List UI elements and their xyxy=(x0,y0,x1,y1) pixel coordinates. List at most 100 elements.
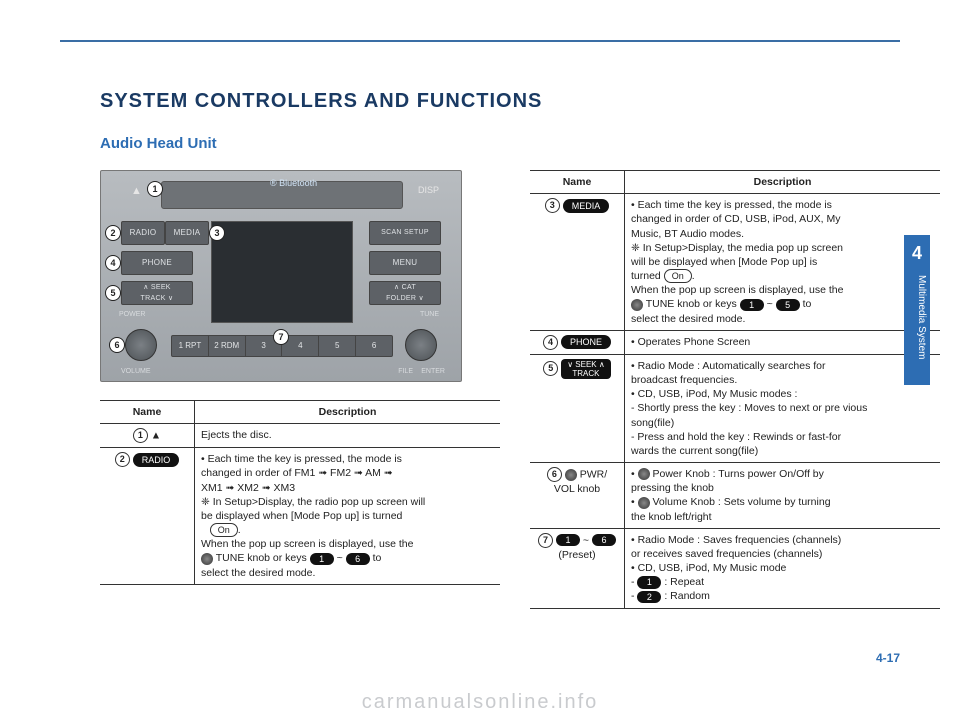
controls-table-right: Name Description 3 MEDIA • Each time the… xyxy=(530,170,940,609)
on-pill: On xyxy=(210,523,238,537)
cell-name: 2 RADIO xyxy=(100,448,195,584)
disp-label: DISP xyxy=(418,185,439,195)
page-subtitle: Audio Head Unit xyxy=(100,135,217,152)
desc-line: will be displayed when [Mode Pop up] is xyxy=(631,256,817,268)
cell-desc: • Radio Mode : Saves frequencies (channe… xyxy=(625,529,940,608)
controls-table-left: Name Description 1 ▲ Ejects the disc. 2 … xyxy=(100,400,500,585)
chapter-tab: 4 Multimedia System xyxy=(904,235,930,385)
tune-label: TUNE xyxy=(420,311,439,318)
row-num: 3 xyxy=(545,198,560,213)
cd-slot: ® Bluetooth xyxy=(161,181,403,209)
desc-line: • Each time the key is pressed, the mode… xyxy=(201,453,402,465)
page-title: SYSTEM CONTROLLERS AND FUNCTIONS xyxy=(100,90,542,113)
scan-setup-button: SCAN SETUP xyxy=(369,221,441,245)
callout-2: 2 xyxy=(105,225,121,241)
desc-line: : Random xyxy=(661,590,709,602)
display-screen xyxy=(211,221,353,323)
key-1: 1 xyxy=(740,299,764,311)
tune-knob-icon xyxy=(201,553,213,565)
desc-line: Music, BT Audio modes. xyxy=(631,228,744,240)
desc-line: Volume Knob : Sets volume by turning xyxy=(650,496,831,508)
desc-line: select the desired mode. xyxy=(631,313,745,325)
tilde: ~ xyxy=(583,534,592,546)
cell-desc: • Operates Phone Screen xyxy=(625,331,940,354)
key-6: 6 xyxy=(592,534,616,546)
desc-line: select the desired mode. xyxy=(201,567,315,579)
col-name: Name xyxy=(530,171,625,193)
desc-line: • Radio Mode : Automatically searches fo… xyxy=(631,360,826,372)
desc-line: be displayed when [Mode Pop up] is turne… xyxy=(201,510,402,522)
radio-pill: RADIO xyxy=(133,453,180,467)
cell-name: 7 1 ~ 6 (Preset) xyxy=(530,529,625,608)
power-volume-knob xyxy=(125,329,157,361)
callout-1: 1 xyxy=(147,181,163,197)
volume-knob-icon xyxy=(638,497,650,509)
pwr-knob-icon xyxy=(565,469,577,481)
desc-line: - Shortly press the key : Moves to next … xyxy=(631,402,867,414)
cell-name: 1 ▲ xyxy=(100,424,195,447)
manual-page: SYSTEM CONTROLLERS AND FUNCTIONS Audio H… xyxy=(60,40,900,660)
cat-label-1: ∧ CAT xyxy=(394,284,416,291)
row-num: 4 xyxy=(543,335,558,350)
table-row: 7 1 ~ 6 (Preset) • Radio Mode : Saves fr… xyxy=(530,529,940,609)
tilde: ~ xyxy=(767,298,776,310)
cat-folder-button: ∧ CAT FOLDER ∨ xyxy=(369,281,441,305)
desc-line: When the pop up screen is displayed, use… xyxy=(201,538,413,550)
page-number: 4-17 xyxy=(876,651,900,665)
track-line: TRACK xyxy=(572,369,599,378)
seek-label-2: TRACK ∨ xyxy=(141,295,174,302)
preset-6: 6 xyxy=(356,336,392,356)
callout-7: 7 xyxy=(273,329,289,345)
cell-name: 4 PHONE xyxy=(530,331,625,354)
table-header: Name Description xyxy=(530,170,940,194)
key-1: 1 xyxy=(556,534,580,546)
row-num: 2 xyxy=(115,452,130,467)
tilde: ~ xyxy=(337,552,346,564)
row-num: 5 xyxy=(543,361,558,376)
desc-line: • Each time the key is pressed, the mode… xyxy=(631,199,832,211)
cell-name: 6 PWR/ VOL knob xyxy=(530,463,625,528)
cell-desc: • Each time the key is pressed, the mode… xyxy=(195,448,500,584)
chapter-number: 4 xyxy=(904,243,930,264)
desc-line: broadcast frequencies. xyxy=(631,374,737,386)
media-pill: MEDIA xyxy=(563,199,610,213)
table-row: 1 ▲ Ejects the disc. xyxy=(100,424,500,448)
cell-desc: • Each time the key is pressed, the mode… xyxy=(625,194,940,330)
period: . xyxy=(692,270,695,282)
on-pill: On xyxy=(664,269,692,283)
col-desc: Description xyxy=(625,171,940,193)
desc-line: to xyxy=(803,298,812,310)
desc-line: When the pop up screen is displayed, use… xyxy=(631,284,843,296)
preset-5: 5 xyxy=(319,336,356,356)
row-num: 1 xyxy=(133,428,148,443)
media-button: MEDIA xyxy=(165,221,209,245)
row-num: 7 xyxy=(538,533,553,548)
desc-line: : Repeat xyxy=(661,576,704,588)
file-label: FILE xyxy=(398,368,413,375)
bluetooth-label: ® Bluetooth xyxy=(270,178,317,188)
table-header: Name Description xyxy=(100,400,500,424)
tune-enter-knob xyxy=(405,329,437,361)
seek-track-button: ∧ SEEK TRACK ∨ xyxy=(121,281,193,305)
desc-line: ❈ In Setup>Display, the radio pop up scr… xyxy=(201,496,425,508)
seek-label-1: ∧ SEEK xyxy=(143,284,171,291)
cell-desc: • Radio Mode : Automatically searches fo… xyxy=(625,355,940,462)
enter-label: ENTER xyxy=(421,368,445,375)
desc-line: the knob left/right xyxy=(631,511,712,523)
desc-line: turned xyxy=(631,270,664,282)
table-row: 6 PWR/ VOL knob • Power Knob : Turns pow… xyxy=(530,463,940,529)
desc-line: to xyxy=(373,552,382,564)
period: . xyxy=(238,524,241,536)
desc-line: pressing the knob xyxy=(631,482,714,494)
key-6: 6 xyxy=(346,553,370,565)
desc-line: • Radio Mode : Saves frequencies (channe… xyxy=(631,534,841,546)
eject-icon: ▲ xyxy=(151,429,161,441)
desc-line: ❈ In Setup>Display, the media pop up scr… xyxy=(631,242,843,254)
chapter-label: Multimedia System xyxy=(908,275,927,359)
desc-line: wards the current song(file) xyxy=(631,445,758,457)
cat-label-2: FOLDER ∨ xyxy=(386,295,424,302)
callout-6: 6 xyxy=(109,337,125,353)
power-label: POWER xyxy=(119,311,145,318)
key-5: 5 xyxy=(776,299,800,311)
head-unit-illustration: ® Bluetooth ▲ DISP RADIO MEDIA PHONE ∧ S… xyxy=(100,170,462,382)
